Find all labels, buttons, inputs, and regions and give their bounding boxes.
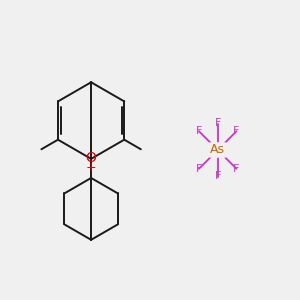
Text: F: F: [233, 164, 240, 174]
Text: F: F: [214, 172, 221, 182]
Text: F: F: [214, 118, 221, 128]
Text: O: O: [86, 151, 97, 165]
Text: As: As: [210, 143, 225, 157]
Text: F: F: [196, 126, 202, 136]
Text: +: +: [86, 161, 96, 174]
Text: F: F: [196, 164, 202, 174]
Text: F: F: [233, 126, 240, 136]
